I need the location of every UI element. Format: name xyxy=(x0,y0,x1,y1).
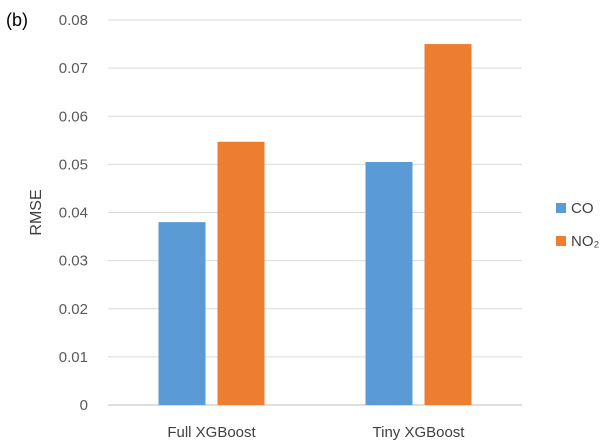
y-tick-label: 0.03 xyxy=(59,253,88,270)
legend-label: NO₂ xyxy=(571,233,600,250)
y-tick-label: 0.08 xyxy=(59,12,88,29)
bar-no-full-xgboost xyxy=(217,141,265,405)
bar-no-tiny-xgboost xyxy=(424,44,472,405)
legend-swatch xyxy=(556,203,566,213)
y-tick-labels: 0 0.01 0.02 0.03 0.04 0.05 0.06 0.07 0.08 xyxy=(59,12,88,414)
x-category-label: Full XGBoost xyxy=(167,424,256,441)
legend-label: CO xyxy=(571,200,594,217)
bar-co-full-xgboost xyxy=(158,222,206,405)
legend-swatch xyxy=(556,236,566,246)
y-tick-label: 0.02 xyxy=(59,301,88,318)
y-tick-label: 0.06 xyxy=(59,108,88,125)
bars xyxy=(158,44,472,405)
y-tick-label: 0.01 xyxy=(59,349,88,366)
y-axis-title: RMSE xyxy=(28,189,45,235)
x-category-label: Tiny XGBoost xyxy=(373,424,466,441)
y-tick-label: 0 xyxy=(80,397,88,414)
y-tick-label: 0.07 xyxy=(59,60,88,77)
bar-co-tiny-xgboost xyxy=(365,161,413,405)
panel-label: (b) xyxy=(6,10,28,30)
x-tick-labels: Full XGBoost Tiny XGBoost xyxy=(167,424,465,441)
legend: CO NO₂ xyxy=(556,200,600,250)
y-tick-label: 0.05 xyxy=(59,156,88,173)
y-tick-label: 0.04 xyxy=(59,205,88,222)
